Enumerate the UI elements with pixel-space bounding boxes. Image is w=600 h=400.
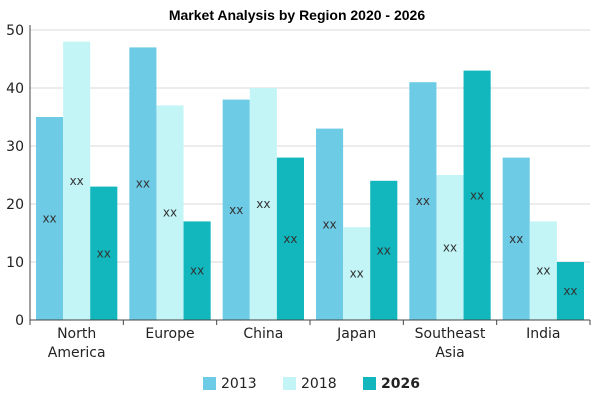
legend-swatch-2013: [203, 377, 216, 390]
x-category-label: China: [243, 326, 283, 342]
y-tick-label: 0: [15, 313, 24, 329]
bar-2026-5: [556, 262, 584, 320]
bar-2018-0: [63, 41, 91, 320]
legend-swatch-2018: [283, 377, 296, 390]
data-label: xx: [97, 246, 111, 260]
data-label: xx: [470, 188, 484, 202]
data-label: xx: [229, 203, 243, 217]
data-label: xx: [377, 243, 391, 257]
y-tick-label: 20: [6, 197, 24, 213]
data-label: xx: [190, 264, 204, 278]
bar-2013-2: [222, 99, 250, 320]
data-label: xx: [416, 194, 430, 208]
data-label: xx: [70, 174, 84, 188]
axes: 0 10 20 30 40 50 North America Europe China Japan S…: [6, 23, 591, 361]
bar-2026-1: [183, 221, 211, 320]
x-category-label: North: [57, 326, 96, 342]
y-tick-label: 50: [6, 23, 24, 39]
data-label: xx: [509, 232, 523, 246]
bar-2026-0: [90, 186, 118, 320]
bar-2013-4: [409, 82, 437, 320]
bar-2013-1: [129, 47, 157, 321]
grid-lines: [30, 29, 590, 263]
bar-2018-1: [156, 105, 184, 321]
bar-2018-5: [529, 221, 557, 320]
bar-2013-0: [36, 117, 64, 320]
data-label: xx: [350, 267, 364, 281]
data-label: xx: [256, 197, 270, 211]
y-tick-label: 30: [6, 139, 24, 155]
legend: 2013 2018 2026: [203, 376, 420, 392]
x-category-label: Asia: [435, 345, 464, 361]
bar-2026-2: [276, 157, 304, 320]
data-label: xx: [42, 212, 56, 226]
bar-2018-2: [249, 88, 277, 320]
bar-2026-4: [463, 70, 491, 320]
data-label: xx: [536, 264, 550, 278]
x-category-label: Japan: [336, 326, 376, 342]
x-category-label: America: [48, 345, 106, 361]
chart-title: Market Analysis by Region 2020 - 2026: [169, 7, 425, 23]
y-tick-label: 10: [6, 255, 24, 271]
data-label: xx: [563, 284, 577, 298]
data-label: xx: [136, 177, 150, 191]
legend-swatch-2026: [363, 377, 376, 390]
bars: [36, 41, 584, 321]
data-label: xx: [322, 217, 336, 231]
data-label: xx: [443, 241, 457, 255]
data-label: xx: [163, 206, 177, 220]
data-label: xx: [283, 232, 297, 246]
legend-label-2026: 2026: [381, 376, 420, 392]
bar-2026-3: [370, 180, 398, 320]
bar-2018-3: [343, 227, 371, 320]
legend-label-2018: 2018: [301, 376, 337, 392]
bar-2013-3: [316, 128, 344, 320]
legend-label-2013: 2013: [221, 376, 257, 392]
y-tick-label: 40: [6, 81, 24, 97]
x-category-label: India: [526, 326, 560, 342]
x-category-label: Southeast: [415, 326, 486, 342]
bar-2013-5: [502, 157, 530, 320]
bar-2018-4: [436, 175, 464, 320]
x-category-label: Europe: [145, 326, 194, 342]
